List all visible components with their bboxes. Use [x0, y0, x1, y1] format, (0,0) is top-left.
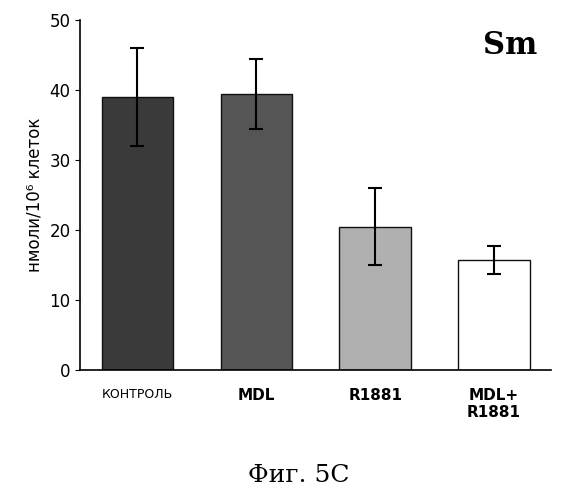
- Bar: [339, 226, 411, 370]
- Text: MDL+
R1881: MDL+ R1881: [467, 388, 521, 420]
- Text: Sm: Sm: [483, 30, 537, 62]
- Bar: [220, 94, 292, 370]
- Y-axis label: нмоли/10⁶ клеток: нмоли/10⁶ клеток: [26, 118, 44, 272]
- Text: R1881: R1881: [348, 388, 402, 402]
- Text: Фиг. 5C: Фиг. 5C: [248, 464, 349, 486]
- Text: КОНТРОЛЬ: КОНТРОЛЬ: [102, 388, 173, 400]
- Bar: [102, 97, 173, 370]
- Bar: [458, 260, 530, 370]
- Text: MDL: MDL: [238, 388, 275, 402]
